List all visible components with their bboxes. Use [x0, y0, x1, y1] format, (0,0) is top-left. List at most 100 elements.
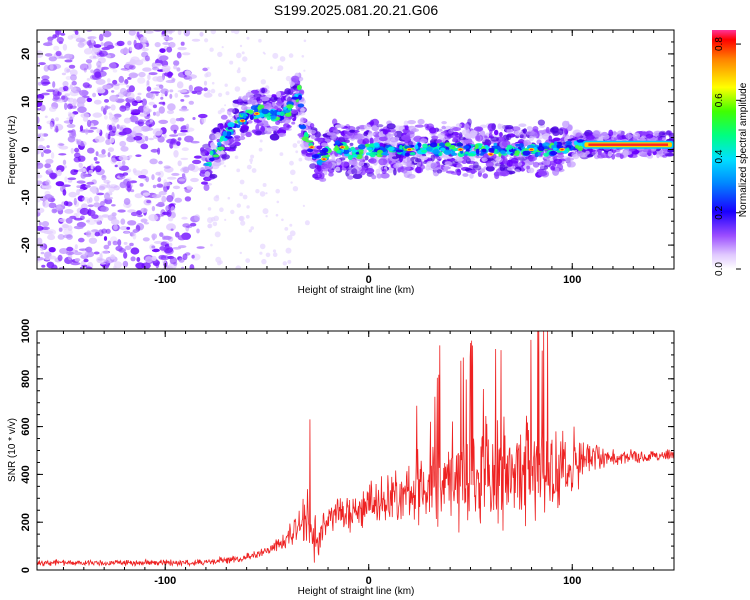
- noise-blob: [111, 90, 115, 93]
- noise-blob: [140, 168, 149, 176]
- ridge-envelope-blob: [340, 161, 350, 167]
- noise-blob: [210, 30, 216, 35]
- noise-blob: [50, 172, 57, 180]
- noise-blob: [233, 30, 240, 35]
- ridge-envelope-blob: [587, 154, 594, 158]
- noise-blob: [146, 200, 152, 204]
- noise-blob: [143, 105, 150, 112]
- noise-blob: [42, 200, 50, 208]
- noise-blob: [95, 161, 100, 164]
- ridge-envelope-blob: [331, 153, 336, 160]
- noise-blob: [174, 197, 182, 203]
- noise-blob: [120, 146, 129, 152]
- noise-blob: [286, 234, 293, 241]
- noise-blob: [194, 214, 201, 222]
- noise-blob: [107, 78, 111, 83]
- ridge-envelope-blob: [234, 135, 241, 139]
- ridge-core-blob: [565, 140, 572, 145]
- noise-blob: [203, 92, 213, 98]
- noise-blob: [144, 30, 154, 34]
- noise-blob: [174, 92, 179, 98]
- ridge-core-blob: [212, 154, 220, 158]
- noise-blob: [167, 215, 174, 222]
- noise-blob: [37, 256, 44, 261]
- noise-blob: [134, 42, 143, 50]
- noise-blob: [108, 124, 113, 131]
- ridge-envelope-blob: [373, 137, 379, 142]
- ridge-envelope-blob: [271, 94, 277, 98]
- noise-blob: [212, 221, 218, 227]
- noise-blob: [113, 224, 118, 231]
- noise-blob: [55, 125, 59, 133]
- noise-blob: [87, 36, 97, 40]
- noise-blob: [97, 153, 107, 158]
- noise-blob: [136, 214, 143, 218]
- ridge-envelope-blob: [204, 177, 210, 182]
- noise-blob: [287, 259, 292, 264]
- noise-blob: [176, 132, 187, 136]
- noise-blob: [177, 46, 187, 51]
- noise-blob: [199, 31, 204, 37]
- noise-blob: [281, 218, 284, 222]
- y-tick-label: 200: [20, 513, 32, 531]
- noise-blob: [91, 214, 99, 220]
- ridge-envelope-blob: [240, 132, 246, 137]
- noise-blob: [105, 228, 111, 234]
- ridge-envelope-blob: [415, 158, 422, 163]
- noise-blob: [239, 44, 243, 48]
- ridge-envelope-blob: [414, 124, 424, 128]
- ridge-envelope-blob: [281, 117, 291, 124]
- noise-blob: [95, 151, 99, 157]
- noise-blob: [65, 76, 72, 80]
- noise-blob: [122, 260, 129, 268]
- noise-blob: [97, 57, 106, 64]
- noise-blob: [152, 184, 157, 189]
- ridge-envelope-blob: [505, 125, 514, 130]
- ridge-envelope-blob: [276, 91, 281, 98]
- noise-blob: [236, 52, 242, 59]
- noise-blob: [37, 225, 44, 231]
- ridge-envelope-blob: [397, 166, 405, 173]
- noise-blob: [203, 87, 208, 92]
- ridge-core-blob: [296, 84, 302, 90]
- noise-blob: [147, 74, 151, 81]
- noise-blob: [265, 252, 271, 258]
- noise-blob: [39, 104, 46, 112]
- noise-blob: [236, 69, 241, 74]
- ridge-hotspot: [560, 148, 564, 151]
- noise-blob: [162, 67, 170, 73]
- noise-blob: [154, 62, 162, 67]
- noise-blob: [210, 243, 213, 247]
- noise-blob: [72, 86, 78, 94]
- noise-blob: [101, 149, 106, 155]
- ridge-core-blob: [414, 144, 419, 150]
- ridge-core-blob: [270, 109, 274, 115]
- noise-blob: [64, 53, 73, 59]
- noise-blob: [229, 60, 234, 65]
- noise-blob: [119, 140, 127, 147]
- noise-blob: [250, 226, 254, 230]
- ridge-envelope-blob: [558, 128, 564, 136]
- noise-blob: [41, 264, 46, 268]
- noise-blob: [240, 220, 246, 226]
- noise-blob: [251, 168, 257, 173]
- ridge-envelope-blob: [417, 118, 425, 125]
- ridge-envelope-blob: [380, 172, 390, 179]
- noise-blob: [129, 242, 134, 247]
- noise-blob: [176, 67, 181, 72]
- noise-blob: [173, 150, 179, 158]
- noise-blob: [160, 255, 170, 261]
- ridge-core-blob: [366, 147, 373, 151]
- noise-blob: [85, 184, 91, 188]
- noise-blob: [180, 41, 185, 46]
- noise-blob: [44, 53, 53, 57]
- colorbar-tick-label: 0.6: [714, 93, 725, 107]
- noise-blob: [188, 100, 194, 105]
- noise-blob: [86, 78, 91, 81]
- noise-blob: [104, 115, 108, 120]
- ridge-core-blob: [334, 140, 341, 146]
- noise-blob: [148, 137, 154, 141]
- ridge-envelope-blob: [576, 150, 583, 157]
- ridge-hotspot: [407, 148, 411, 151]
- noise-blob: [76, 180, 86, 184]
